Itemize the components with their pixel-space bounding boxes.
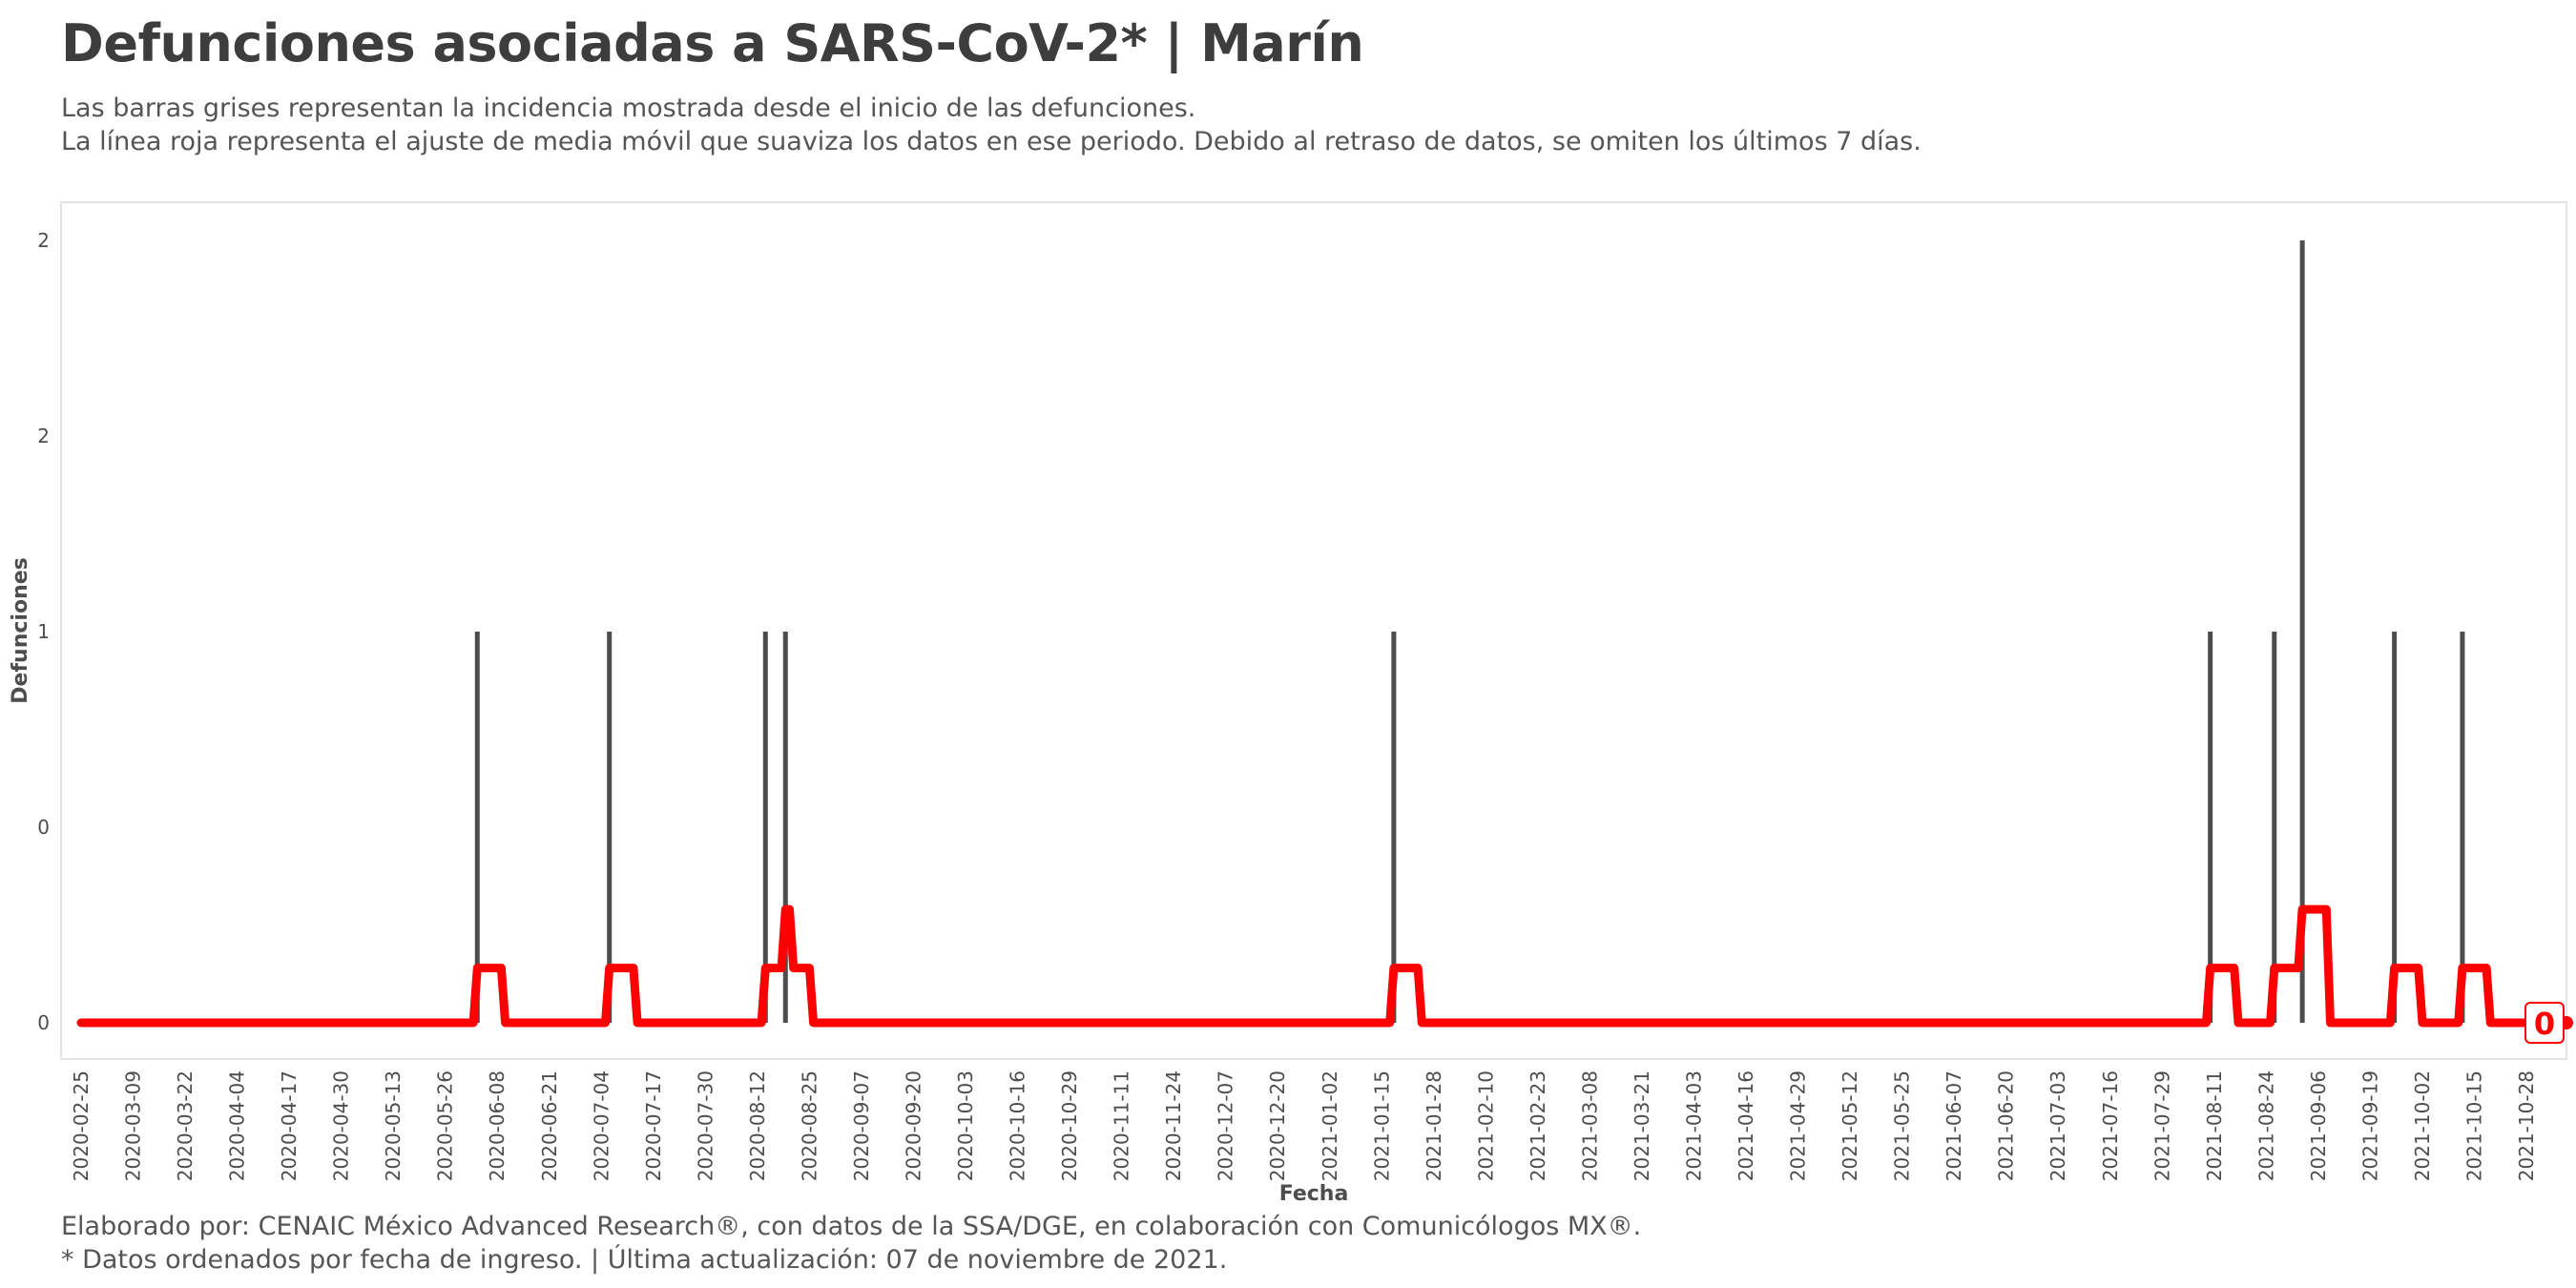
x-tick-label: 2020-05-13 — [382, 1070, 405, 1181]
x-tick-label: 2021-03-21 — [1631, 1070, 1653, 1181]
last-value-label-box — [2524, 1002, 2565, 1044]
x-tick-label: 2021-07-16 — [2099, 1070, 2122, 1181]
x-tick-label: 2020-06-21 — [538, 1070, 561, 1181]
chart-title: Defunciones asociadas a SARS-CoV-2* | Ma… — [61, 13, 1364, 73]
x-tick-label: 2020-07-30 — [694, 1070, 717, 1181]
moving-average-layer — [76, 904, 2571, 1028]
bar — [2392, 632, 2398, 1023]
chart-subtitle-line-2: La línea roja representa el ajuste de me… — [61, 127, 1922, 156]
x-tick-label: 2020-04-30 — [330, 1070, 353, 1181]
x-tick-label: 2020-05-26 — [434, 1070, 457, 1181]
bars-layer — [474, 240, 2465, 1023]
moving-average-line — [76, 904, 2571, 1028]
x-tick-label: 2021-04-03 — [1683, 1070, 1706, 1181]
y-tick-label: 0 — [37, 816, 50, 839]
y-axis-ticks: 0 0 1 2 2 — [37, 229, 50, 1034]
bar — [474, 632, 480, 1023]
x-tick-label: 2021-07-29 — [2150, 1070, 2173, 1181]
x-tick-label: 2021-01-15 — [1370, 1070, 1393, 1181]
x-tick-label: 2021-10-15 — [2463, 1070, 2486, 1181]
x-tick-label: 2020-10-29 — [1058, 1070, 1081, 1181]
x-tick-label: 2020-11-11 — [1111, 1070, 1133, 1181]
x-tick-label: 2021-08-24 — [2254, 1070, 2277, 1181]
x-tick-label: 2020-03-09 — [122, 1070, 145, 1181]
bar — [2460, 632, 2465, 1023]
x-tick-label: 2021-10-28 — [2515, 1070, 2538, 1181]
x-tick-label: 2021-09-19 — [2358, 1070, 2381, 1181]
y-tick-label: 1 — [37, 620, 50, 643]
x-tick-label: 2021-04-16 — [1735, 1070, 1757, 1181]
x-tick-label: 2020-10-16 — [1007, 1070, 1029, 1181]
x-tick-label: 2020-12-07 — [1215, 1070, 1237, 1181]
x-tick-label: 2020-12-20 — [1266, 1070, 1289, 1181]
x-tick-label: 2021-04-29 — [1787, 1070, 1810, 1181]
y-tick-label: 2 — [37, 229, 50, 252]
x-tick-label: 2020-09-07 — [850, 1070, 873, 1181]
x-tick-label: 2021-09-06 — [2307, 1070, 2330, 1181]
last-value-marker: 0 — [2524, 1002, 2573, 1044]
x-tick-label: 2020-03-22 — [174, 1070, 197, 1181]
x-tick-label: 2021-06-20 — [1995, 1070, 2018, 1181]
bar — [762, 632, 768, 1023]
x-tick-label: 2020-02-25 — [70, 1070, 93, 1181]
y-tick-label: 0 — [37, 1011, 50, 1034]
x-tick-label: 2021-02-23 — [1527, 1070, 1549, 1181]
x-tick-label: 2021-01-28 — [1423, 1070, 1445, 1181]
x-tick-label: 2021-07-03 — [2046, 1070, 2069, 1181]
caption-line-2: * Datos ordenados por fecha de ingreso. … — [61, 1245, 1228, 1275]
x-tick-label: 2020-11-24 — [1162, 1070, 1185, 1181]
x-tick-label: 2021-02-10 — [1474, 1070, 1497, 1181]
x-axis-ticks: 2020-02-25 2020-03-09 2020-03-22 2020-04-04… — [70, 1070, 2538, 1181]
x-tick-label: 2020-08-25 — [798, 1070, 821, 1181]
x-tick-label: 2021-03-08 — [1578, 1070, 1601, 1181]
bar — [607, 632, 613, 1023]
bar — [1391, 632, 1397, 1023]
x-tick-label: 2021-05-25 — [1891, 1070, 1914, 1181]
chart-subtitle-line-1: Las barras grises representan la inciden… — [61, 93, 1196, 123]
x-tick-label: 2020-07-04 — [590, 1070, 613, 1181]
bar — [782, 632, 788, 1023]
bar — [2272, 632, 2277, 1023]
x-tick-label: 2021-01-02 — [1319, 1070, 1341, 1181]
x-tick-label: 2020-09-20 — [903, 1070, 925, 1181]
x-tick-label: 2020-06-08 — [486, 1070, 509, 1181]
x-tick-label: 2020-07-17 — [642, 1070, 665, 1181]
y-tick-label: 2 — [37, 425, 50, 447]
plot-panel — [60, 201, 2567, 1060]
y-axis-title: Defunciones — [9, 557, 32, 703]
x-tick-label: 2021-10-02 — [2411, 1070, 2434, 1181]
x-axis-title: Fecha — [1279, 1182, 1349, 1206]
x-tick-label: 2020-10-03 — [954, 1070, 977, 1181]
x-tick-label: 2020-08-12 — [746, 1070, 769, 1181]
x-tick-label: 2021-05-12 — [1839, 1070, 1861, 1181]
bar — [2299, 240, 2305, 1023]
last-value-label: 0 — [2534, 1006, 2555, 1042]
bar — [2208, 632, 2213, 1023]
x-tick-label: 2021-08-11 — [2203, 1070, 2226, 1181]
x-tick-label: 2020-04-17 — [278, 1070, 301, 1181]
caption-line-1: Elaborado por: CENAIC México Advanced Re… — [61, 1212, 1642, 1241]
x-tick-label: 2020-04-04 — [226, 1070, 249, 1181]
x-tick-label: 2021-06-07 — [1942, 1070, 1965, 1181]
